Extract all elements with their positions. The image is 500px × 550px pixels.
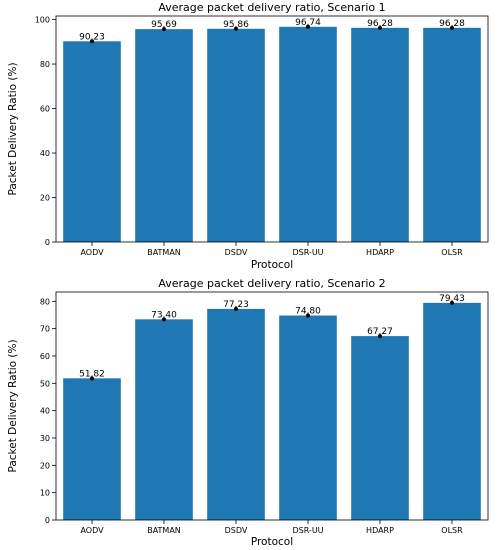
y-tick-label-40: 40 bbox=[40, 407, 50, 416]
y-tick-label-50: 50 bbox=[40, 379, 50, 388]
bar-dsr-uu bbox=[279, 315, 337, 520]
chart-title: Average packet delivery ratio, Scenario … bbox=[158, 1, 385, 14]
y-tick-label-70: 70 bbox=[40, 325, 50, 334]
y-tick-label-30: 30 bbox=[40, 434, 50, 443]
data-label-aodv: 51,82 bbox=[79, 369, 105, 379]
data-label-dsdv: 95,86 bbox=[223, 20, 249, 30]
x-tick-label-dsdv: DSDV bbox=[225, 248, 248, 257]
bar-marker-olsr bbox=[450, 25, 454, 30]
bar-aodv bbox=[63, 41, 121, 242]
y-axis-label: Packet Delivery Ratio (%) bbox=[7, 62, 19, 195]
chart-title: Average packet delivery ratio, Scenario … bbox=[158, 277, 385, 290]
bar-dsr-uu bbox=[279, 26, 337, 243]
data-label-olsr: 79,43 bbox=[439, 294, 465, 304]
x-axis-label: Protocol bbox=[251, 259, 293, 271]
plot-frame bbox=[55, 291, 489, 521]
y-tick-label-80: 80 bbox=[40, 297, 50, 306]
bar-hdarp bbox=[351, 336, 409, 520]
x-tick-label-hdarp: HDARP bbox=[366, 248, 394, 257]
data-label-dsr-uu: 74,80 bbox=[295, 307, 321, 317]
y-tick-label-60: 60 bbox=[40, 352, 50, 361]
y-tick-label-20: 20 bbox=[40, 461, 50, 470]
x-axis-label: Protocol bbox=[251, 536, 293, 548]
data-label-dsdv: 77,23 bbox=[223, 300, 249, 310]
y-tick-label-40: 40 bbox=[40, 149, 50, 158]
bar-marker-aodv bbox=[90, 39, 94, 44]
y-tick-label-20: 20 bbox=[40, 194, 50, 203]
bar-marker-dsdv bbox=[234, 306, 238, 311]
bar-olsr bbox=[423, 27, 481, 242]
x-tick-label-dsdv: DSDV bbox=[225, 526, 248, 535]
data-label-olsr: 96,28 bbox=[439, 19, 465, 29]
data-label-batman: 95,69 bbox=[151, 20, 177, 30]
data-label-dsr-uu: 96,74 bbox=[295, 18, 321, 28]
bar-marker-dsr-uu bbox=[306, 24, 310, 29]
bar-aodv bbox=[63, 378, 121, 520]
bar-olsr bbox=[423, 302, 481, 520]
y-tick-label-100: 100 bbox=[35, 16, 50, 25]
plot-frame bbox=[55, 15, 489, 243]
bar-dsdv bbox=[207, 308, 265, 520]
bar-marker-batman bbox=[162, 27, 166, 32]
bar-hdarp bbox=[351, 27, 409, 242]
y-tick-label-0: 0 bbox=[45, 516, 50, 525]
bar-marker-hdarp bbox=[378, 334, 382, 339]
bar-batman bbox=[135, 319, 193, 520]
x-tick-label-batman: BATMAN bbox=[147, 248, 181, 257]
bar-batman bbox=[135, 29, 193, 243]
y-tick-label-80: 80 bbox=[40, 60, 50, 69]
bar-marker-batman bbox=[162, 317, 166, 322]
y-tick-label-10: 10 bbox=[40, 489, 50, 498]
x-tick-label-batman: BATMAN bbox=[147, 526, 181, 535]
bar-marker-dsdv bbox=[234, 26, 238, 31]
bar-dsdv bbox=[207, 28, 265, 242]
data-label-hdarp: 96,28 bbox=[367, 19, 393, 29]
x-tick-label-dsr-uu: DSR-UU bbox=[292, 526, 323, 535]
data-label-hdarp: 67,27 bbox=[367, 327, 393, 337]
y-tick-label-0: 0 bbox=[45, 238, 50, 247]
y-tick-label-60: 60 bbox=[40, 105, 50, 114]
chart-2: Average packet delivery ratio, Scenario … bbox=[7, 277, 489, 548]
bar-marker-olsr bbox=[450, 300, 454, 305]
x-tick-label-olsr: OLSR bbox=[441, 526, 463, 535]
chart-1: Average packet delivery ratio, Scenario … bbox=[7, 1, 489, 271]
bar-marker-aodv bbox=[90, 376, 94, 381]
bar-marker-dsr-uu bbox=[306, 313, 310, 318]
bar-marker-hdarp bbox=[378, 25, 382, 30]
x-tick-label-olsr: OLSR bbox=[441, 248, 463, 257]
y-axis-label: Packet Delivery Ratio (%) bbox=[7, 339, 19, 472]
data-label-aodv: 90,23 bbox=[79, 32, 105, 42]
data-label-batman: 73,40 bbox=[151, 310, 177, 320]
x-tick-label-hdarp: HDARP bbox=[366, 526, 394, 535]
x-tick-label-aodv: AODV bbox=[80, 526, 104, 535]
x-tick-label-aodv: AODV bbox=[80, 248, 104, 257]
x-tick-label-dsr-uu: DSR-UU bbox=[292, 248, 323, 257]
